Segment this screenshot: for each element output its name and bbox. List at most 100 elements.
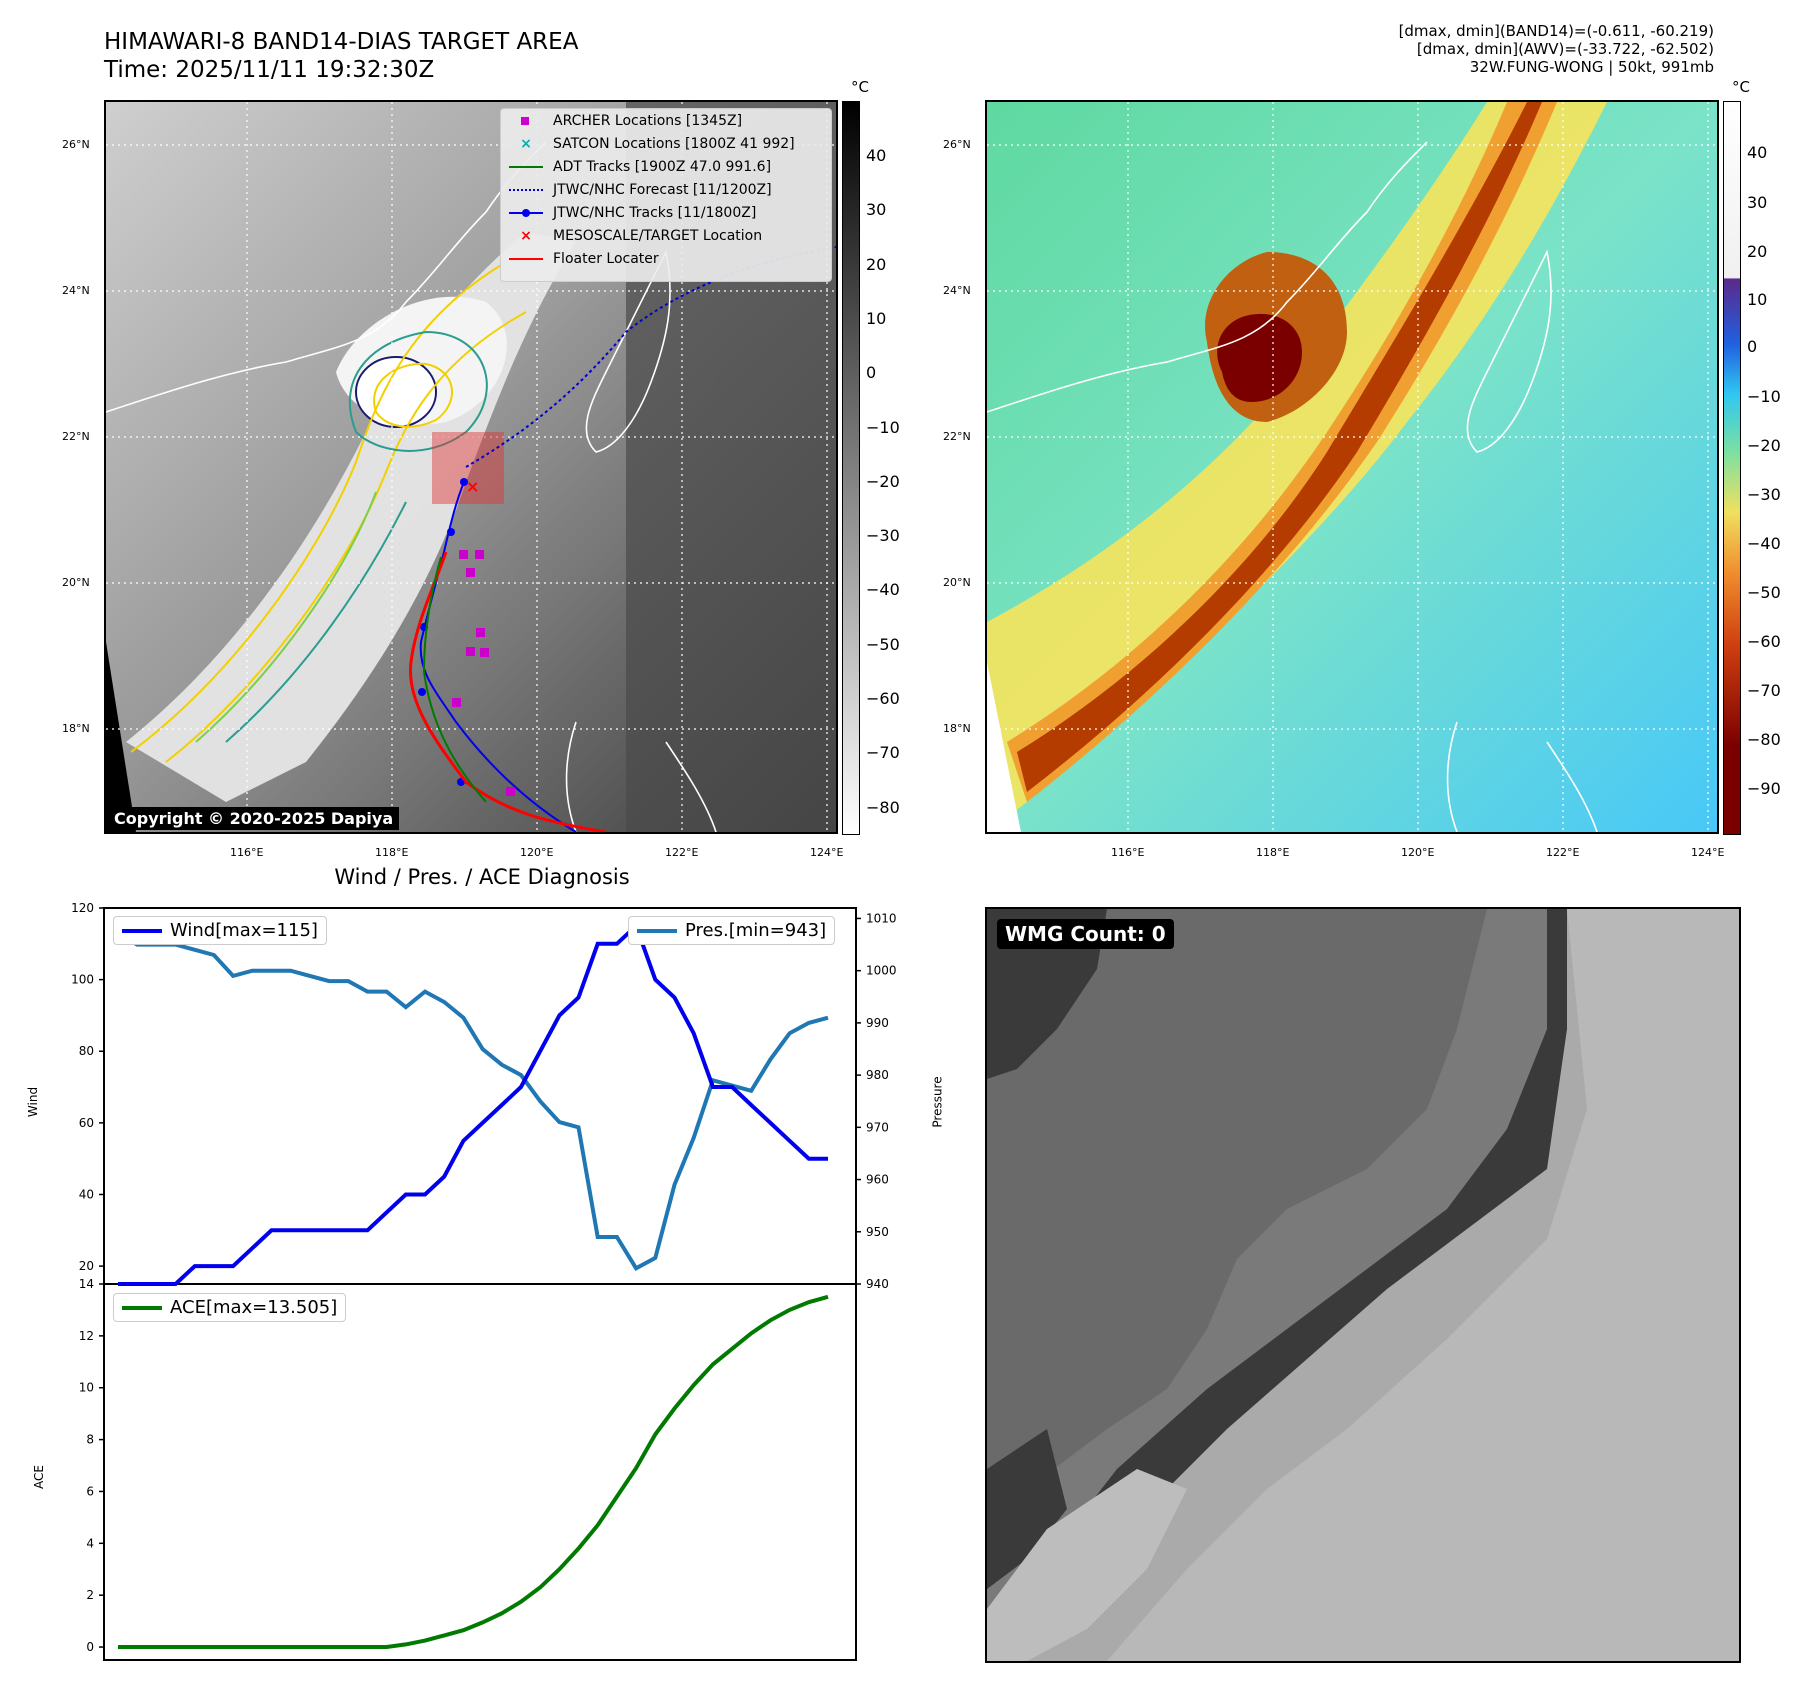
legend-floater: Floater Locater	[501, 247, 831, 270]
enhanced-ir-map-panel	[985, 100, 1719, 834]
svg-text:×: ×	[466, 477, 479, 496]
wind-tick: 60	[79, 1116, 94, 1130]
ace-tick: 8	[86, 1433, 94, 1447]
wmg-panel: WMG Count: 0	[985, 907, 1741, 1663]
pressure-tick: 950	[866, 1225, 889, 1239]
colorbar-tick: −70	[1747, 681, 1781, 700]
lat-tick: 18°N	[62, 722, 90, 735]
colorbar-tick: 30	[866, 200, 887, 220]
info-band14: [dmax, dmin](BAND14)=(-0.611, -60.219)	[1398, 22, 1714, 40]
x-marker-icon: ×	[520, 227, 532, 244]
colorbar-right	[1723, 101, 1741, 835]
legend-floater-label: Floater Locater	[553, 250, 659, 267]
colorbar-tick: −30	[866, 526, 900, 546]
pressure-legend: Pres.[min=943]	[628, 916, 836, 945]
colorbar-tick: 30	[1747, 193, 1768, 212]
lon-tick: 122°E	[1546, 846, 1580, 859]
colorbar-tick: 0	[866, 363, 877, 383]
pressure-tick: 1000	[866, 964, 897, 978]
legend-adt-label: ADT Tracks [1900Z 47.0 991.6]	[553, 158, 772, 175]
lon-tick: 118°E	[375, 846, 409, 859]
lon-tick: 120°E	[520, 846, 554, 859]
colorbar-tick: −40	[866, 580, 900, 600]
square-marker-icon	[509, 114, 543, 128]
ace-tick: 2	[86, 1588, 94, 1602]
enhanced-ir-map	[987, 102, 1717, 832]
legend-satcon-label: SATCON Locations [1800Z 41 992]	[553, 135, 795, 152]
colorbar-tick: −80	[1747, 730, 1781, 749]
wmg-image	[987, 909, 1739, 1661]
ir-map-panel: × ARCHER Locations [1345Z] × SATCON Loca…	[104, 100, 838, 834]
lat-tick: 22°N	[943, 430, 971, 443]
diagnosis-title: Wind / Pres. / ACE Diagnosis	[334, 865, 630, 889]
lat-tick: 22°N	[62, 430, 90, 443]
ace-tick: 6	[86, 1484, 94, 1498]
lat-tick: 26°N	[943, 138, 971, 151]
pressure-tick: 940	[866, 1277, 889, 1291]
legend-adt: ADT Tracks [1900Z 47.0 991.6]	[501, 155, 831, 178]
colorbar-tick: 40	[1747, 143, 1768, 162]
wind-tick: 80	[79, 1044, 94, 1058]
wind-tick: 120	[71, 901, 94, 915]
colorbar-tick: −40	[1747, 534, 1781, 553]
lat-tick: 20°N	[943, 576, 971, 589]
pressure-legend-label: Pres.[min=943]	[685, 920, 827, 941]
lat-tick: 26°N	[62, 138, 90, 151]
ace-axes	[103, 1283, 857, 1661]
lon-tick: 116°E	[230, 846, 264, 859]
ace-tick: 0	[86, 1640, 94, 1654]
legend-mesoscale: × MESOSCALE/TARGET Location	[501, 224, 831, 247]
colorbar-tick: −50	[1747, 583, 1781, 602]
colorbar-tick: 20	[1747, 242, 1768, 261]
colorbar-left	[842, 101, 860, 835]
ace-legend-label: ACE[max=13.505]	[170, 1297, 338, 1318]
info-storm: 32W.FUNG-WONG | 50kt, 991mb	[1469, 58, 1714, 76]
colorbar-tick: −20	[866, 471, 900, 491]
pressure-tick: 1010	[866, 911, 897, 925]
colorbar-tick: −70	[866, 743, 900, 763]
pressure-tick: 980	[866, 1068, 889, 1082]
wind-tick: 100	[71, 973, 94, 987]
colorbar-tick: −90	[1747, 779, 1781, 798]
ace-tick: 14	[79, 1277, 94, 1291]
plot-title: HIMAWARI-8 BAND14-DIAS TARGET AREA	[104, 29, 579, 55]
info-panel: [dmax, dmin](BAND14)=(-0.611, -60.219) […	[1399, 22, 1714, 76]
colorbar-tick: −10	[1747, 387, 1781, 406]
line-dot-icon	[509, 206, 543, 220]
dotted-line-icon	[509, 183, 543, 197]
colorbar-tick: −80	[866, 797, 900, 817]
wind-series-line	[118, 922, 828, 1286]
lon-tick: 122°E	[665, 846, 699, 859]
lat-tick: 18°N	[943, 722, 971, 735]
colorbar-tick: −50	[866, 634, 900, 654]
wmg-count-badge: WMG Count: 0	[997, 919, 1174, 949]
colorbar-tick: −60	[1747, 632, 1781, 651]
colorbar-tick: 40	[866, 146, 887, 165]
lon-tick: 120°E	[1401, 846, 1435, 859]
legend-satcon: × SATCON Locations [1800Z 41 992]	[501, 132, 831, 155]
x-marker-icon: ×	[520, 135, 532, 152]
lon-tick: 116°E	[1111, 846, 1145, 859]
plot-time: Time: 2025/11/11 19:32:30Z	[104, 57, 435, 83]
colorbar-tick: −10	[866, 417, 900, 437]
wind-tick: 40	[79, 1187, 94, 1201]
line-icon	[637, 928, 677, 933]
colorbar-tick: −30	[1747, 485, 1781, 504]
lat-tick: 24°N	[62, 284, 90, 297]
colorbar-left-unit: °C	[851, 78, 869, 96]
map-legend: ARCHER Locations [1345Z] × SATCON Locati…	[500, 108, 832, 282]
colorbar-tick: 0	[1747, 337, 1758, 356]
wind-legend-label: Wind[max=115]	[170, 920, 318, 941]
lat-tick: 24°N	[943, 284, 971, 297]
pressure-tick: 990	[866, 1016, 889, 1030]
legend-forecast: JTWC/NHC Forecast [11/1200Z]	[501, 178, 831, 201]
colorbar-tick: −20	[1747, 436, 1781, 455]
line-icon	[122, 1305, 162, 1310]
pressure-tick: 960	[866, 1173, 889, 1187]
ace-tick: 10	[79, 1381, 94, 1395]
legend-tracks: JTWC/NHC Tracks [11/1800Z]	[501, 201, 831, 224]
info-awv: [dmax, dmin](AWV)=(-33.722, -62.502)	[1416, 40, 1714, 58]
legend-archer-label: ARCHER Locations [1345Z]	[553, 112, 743, 129]
ace-tick: 12	[79, 1329, 94, 1343]
wind-tick: 20	[79, 1259, 94, 1273]
